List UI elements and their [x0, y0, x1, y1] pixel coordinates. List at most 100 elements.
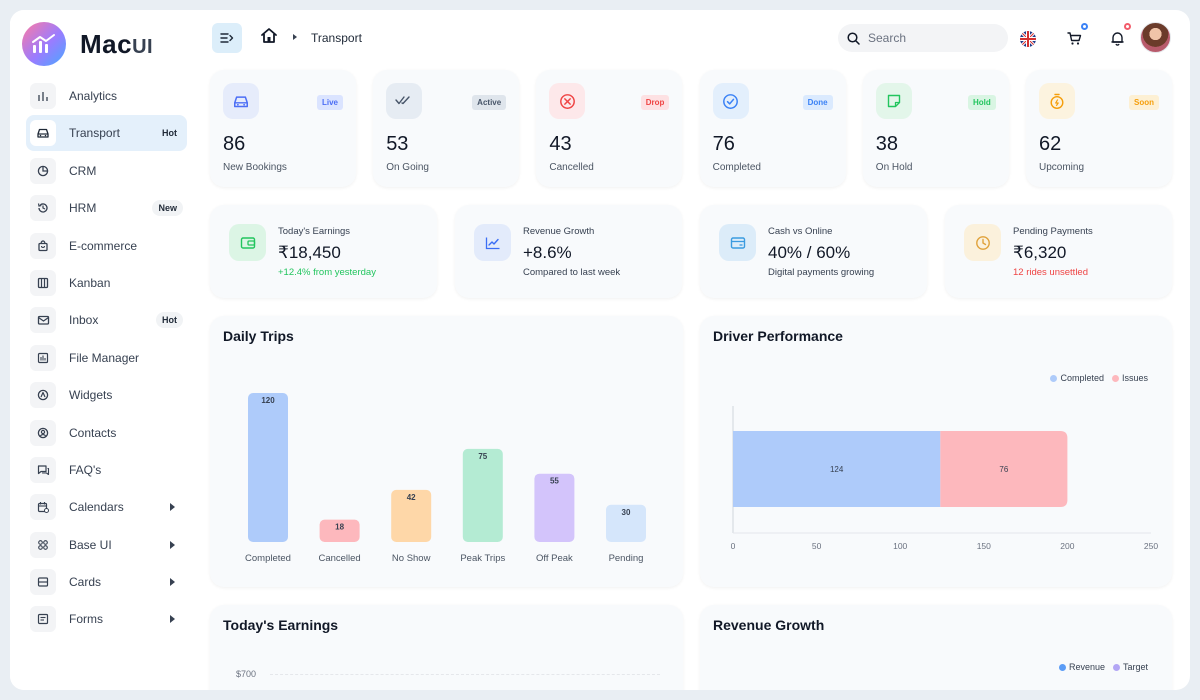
sidebar-item-base-ui[interactable]: Base UI: [26, 527, 187, 563]
brand-logo[interactable]: MacUI: [22, 22, 153, 66]
sidebar-item-kanban[interactable]: Kanban: [26, 265, 187, 301]
bar[interactable]: [462, 448, 503, 542]
driver-performance-chart: 124 76 0 50 100 150 200 250: [731, 406, 1158, 551]
legend-item[interactable]: Revenue: [1058, 662, 1105, 672]
chevron-right-icon: [170, 578, 175, 587]
sidebar-item-transport[interactable]: Transport Hot: [26, 115, 187, 152]
trend-icon: [474, 224, 511, 261]
x-axis-tick-label: 200: [1060, 541, 1074, 551]
bar[interactable]: [606, 504, 646, 542]
sidebar-item-label: Kanban: [69, 275, 111, 290]
sidebar-item-analytics[interactable]: Analytics: [26, 78, 187, 114]
daily-trips-panel: Daily Trips 120 Completed 18 Cancelled 42 No …: [210, 316, 683, 587]
search-box[interactable]: [838, 24, 1008, 52]
stat-card-on-hold[interactable]: Hold 38 On Hold: [862, 70, 1009, 187]
x-axis-tick-label: Pending: [609, 553, 644, 564]
bar[interactable]: [248, 393, 288, 542]
stat-card-on-going[interactable]: Active 53 On Going: [373, 70, 520, 187]
x-axis-tick-label: 100: [893, 541, 907, 551]
sidebar-item-forms[interactable]: Forms: [26, 601, 187, 637]
user-circle-icon: [30, 419, 56, 446]
stat-label: Completed: [712, 162, 761, 173]
sidebar-item-widgets[interactable]: Widgets: [26, 377, 187, 413]
sidebar-item-hrm[interactable]: HRM New: [26, 190, 187, 226]
bar[interactable]: [391, 489, 432, 542]
brand-name: MacUI: [80, 28, 154, 59]
sidebar-toggle-button[interactable]: [212, 23, 242, 53]
stat-label: On Hold: [875, 162, 913, 173]
stat-card-new-bookings[interactable]: Live 86 New Bookings: [210, 70, 356, 187]
legend-item[interactable]: Completed: [1050, 373, 1104, 383]
cart-button[interactable]: [1058, 22, 1090, 54]
legend-label: Target: [1122, 662, 1148, 672]
chevron-right-icon: [170, 503, 175, 512]
x-circle-icon: [549, 83, 586, 119]
x-axis-tick-label: Off Peak: [536, 553, 573, 564]
car-icon: [30, 120, 56, 147]
user-avatar[interactable]: [1140, 22, 1171, 53]
bar[interactable]: [319, 519, 360, 542]
finance-card-today-s-earnings[interactable]: Today's Earnings ₹18,450 +12.4% from yeste…: [210, 205, 437, 298]
finance-card-pending-payments[interactable]: Pending Payments ₹6,320 12 rides unsettled: [945, 205, 1172, 298]
sidebar-item-contacts[interactable]: Contacts: [26, 415, 187, 451]
todays-earnings-panel: Today's Earnings $700: [210, 605, 683, 690]
search-input[interactable]: [868, 31, 988, 45]
stat-card-upcoming[interactable]: Soon 62 Upcoming: [1026, 70, 1172, 187]
message-icon: [30, 456, 56, 483]
bar[interactable]: [534, 473, 575, 542]
bar-segment[interactable]: [733, 431, 941, 507]
finance-card-cash-vs-online[interactable]: Cash vs Online 40% / 60% Digital payments …: [700, 205, 927, 298]
logo-chart-icon: [22, 22, 66, 66]
sidebar-item-e-commerce[interactable]: E-commerce: [26, 228, 187, 264]
bar-value-label: 120: [261, 396, 275, 405]
y-axis-tick-label: $700: [236, 669, 257, 679]
legend-swatch: [1050, 375, 1058, 383]
sidebar-item-faq-s[interactable]: FAQ's: [26, 452, 187, 488]
finance-card-revenue-growth[interactable]: Revenue Growth +8.6% Compared to last week: [455, 205, 682, 298]
revenue-growth-panel: Revenue Growth Revenue Target: [700, 605, 1172, 690]
finance-subtext: 12 rides unsettled: [1013, 267, 1088, 278]
legend-item[interactable]: Target: [1112, 662, 1148, 672]
bar-value-label: 55: [550, 477, 559, 486]
wallet-icon: [229, 224, 266, 261]
note-icon: [875, 83, 912, 119]
calendar-icon: [30, 494, 56, 521]
finance-value: 40% / 60%: [768, 243, 851, 262]
x-axis-tick-label: No Show: [392, 553, 431, 564]
sidebar-item-calendars[interactable]: Calendars: [26, 489, 187, 525]
sidebar-item-cards[interactable]: Cards: [26, 564, 187, 600]
stat-value: 76: [712, 133, 735, 155]
main-content: Transport: [210, 10, 1182, 690]
stat-card-cancelled[interactable]: Drop 43 Cancelled: [536, 70, 683, 187]
sidebar-item-crm[interactable]: CRM: [26, 153, 187, 189]
stat-label: On Going: [386, 162, 429, 173]
menu-collapse-icon: [220, 33, 234, 43]
sidebar-item-label: HRM: [69, 201, 97, 216]
stat-card-completed[interactable]: Done 76 Completed: [699, 70, 846, 187]
sidebar-item-file-manager[interactable]: File Manager: [26, 340, 187, 376]
x-axis-tick-label: 0: [731, 541, 736, 551]
panel-title: Daily Trips: [223, 328, 294, 344]
sidebar-item-label: Transport: [69, 126, 120, 141]
pie-chart-icon: [30, 157, 56, 184]
stat-label: Upcoming: [1039, 162, 1085, 173]
bar-segment[interactable]: [940, 431, 1068, 507]
home-icon[interactable]: [260, 27, 278, 49]
sidebar-item-label: Forms: [69, 612, 103, 627]
columns-icon: [30, 269, 56, 296]
uk-flag-icon[interactable]: [1020, 31, 1036, 47]
x-axis-tick-label: Completed: [245, 553, 291, 564]
bar-value-label: 18: [335, 523, 344, 532]
notifications-button[interactable]: [1101, 22, 1133, 54]
legend-item[interactable]: Issues: [1111, 373, 1148, 383]
legend-swatch: [1112, 664, 1120, 672]
status-badge: Done: [802, 95, 833, 110]
stat-value: 38: [875, 133, 899, 155]
x-axis-tick-label: Cancelled: [318, 553, 360, 564]
bar-value-label: 124: [830, 465, 844, 474]
widget-icon: [30, 382, 56, 409]
panel-title: Driver Performance: [713, 328, 843, 344]
mail-icon: [30, 307, 56, 334]
sidebar-item-inbox[interactable]: Inbox Hot: [26, 302, 187, 338]
shopping-bag-icon: [30, 232, 56, 259]
